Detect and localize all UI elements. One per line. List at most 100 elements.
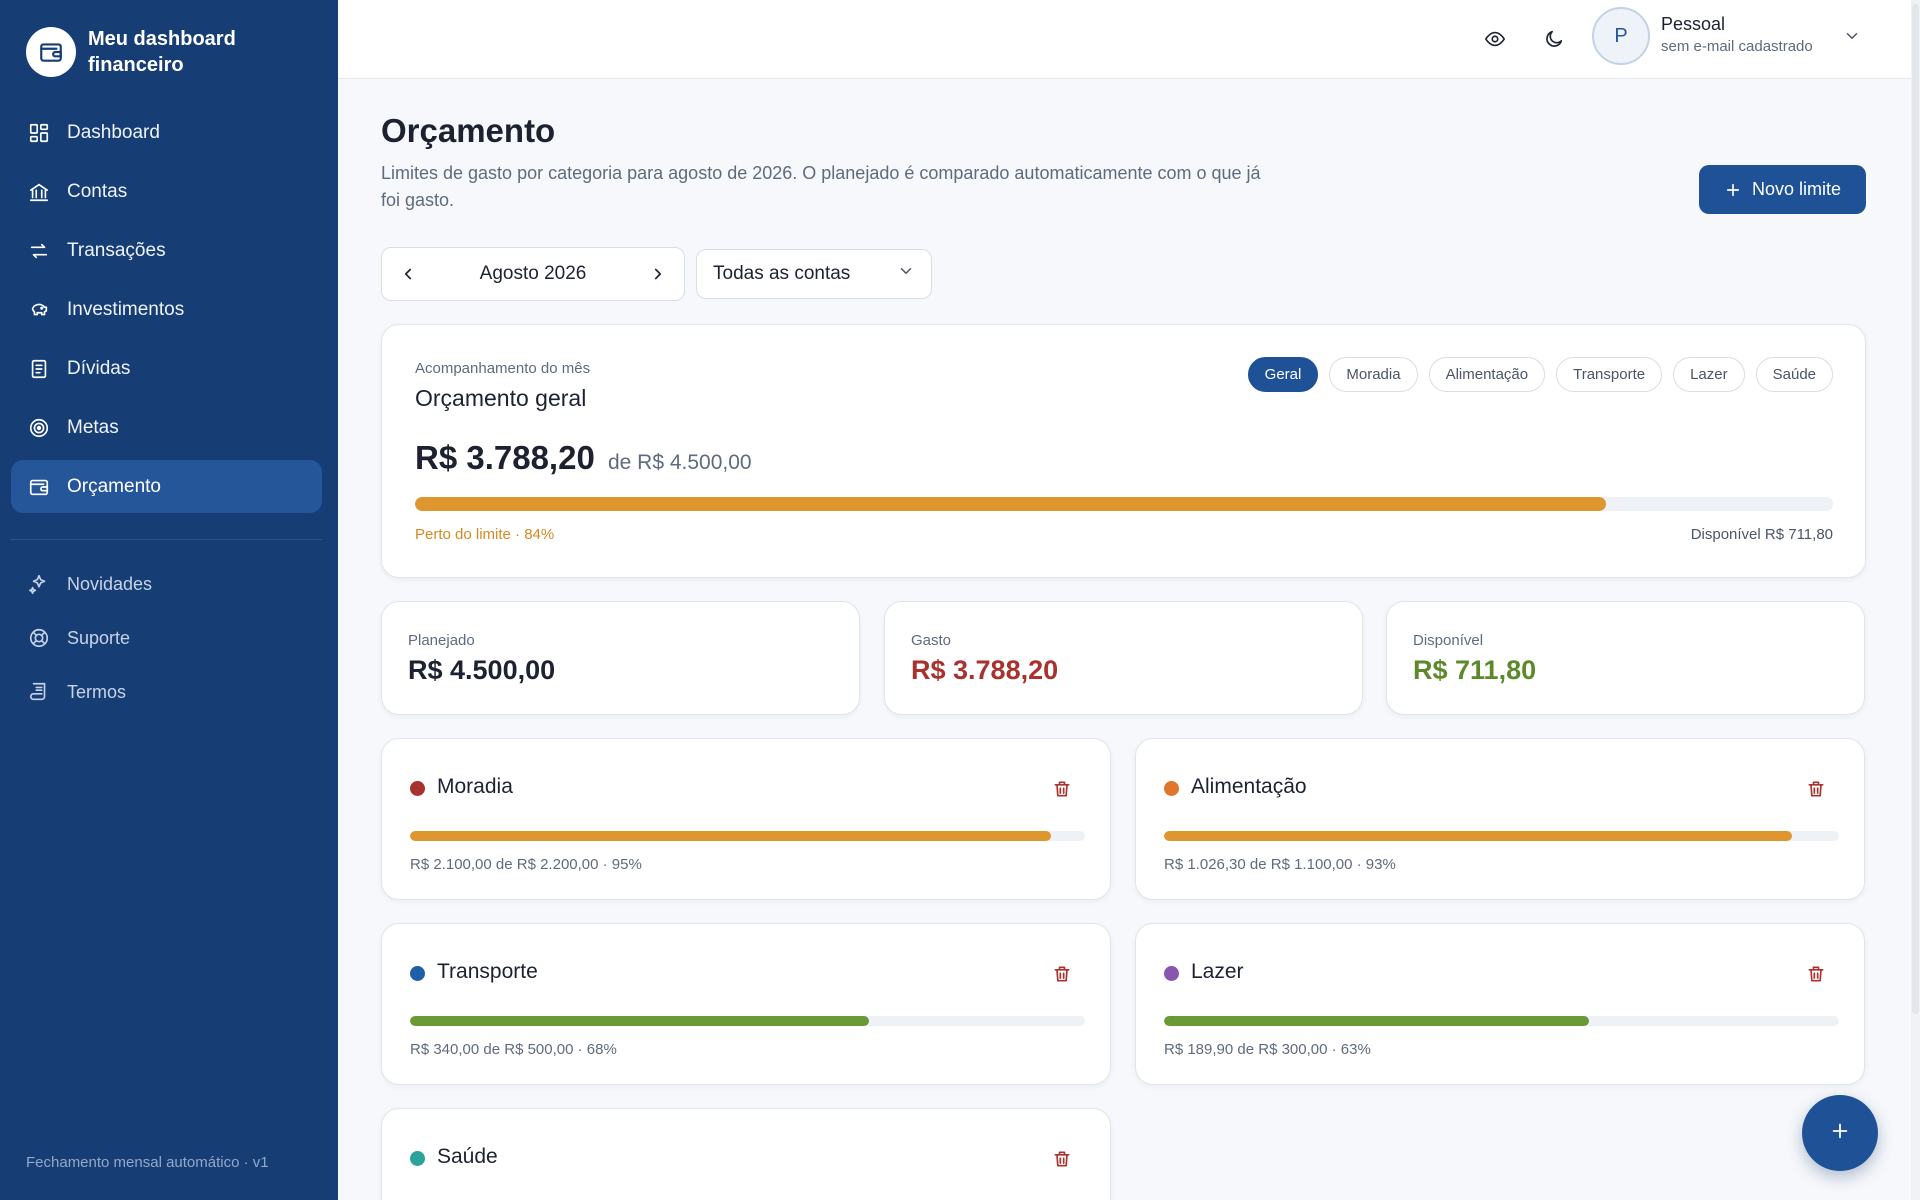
chip-saude[interactable]: Saúde xyxy=(1755,357,1833,392)
category-name: Saúde xyxy=(437,1145,498,1168)
category-card-saude: Saúde xyxy=(381,1108,1111,1200)
account-select[interactable]: Todas as contas xyxy=(696,249,932,299)
sidebar-item-label: Contas xyxy=(67,180,128,202)
trash-icon[interactable] xyxy=(1048,775,1076,803)
arrows-icon xyxy=(27,239,51,263)
sidebar-item-label: Metas xyxy=(67,416,119,438)
sidebar-item-label: Dívidas xyxy=(67,357,131,379)
chevron-left-icon[interactable] xyxy=(394,260,422,288)
category-dot xyxy=(1164,966,1179,981)
overview-progress-fill xyxy=(415,497,1607,511)
sidebar-divider xyxy=(11,539,322,540)
scroll-icon xyxy=(27,680,51,704)
summary-value: R$ 3.788,20 xyxy=(911,655,1059,685)
category-dot xyxy=(410,781,425,796)
overview-kicker: Acompanhamento do mês xyxy=(415,360,591,377)
brand-title: Meu dashboard financeiro xyxy=(88,28,236,76)
category-progress-fill xyxy=(1164,1016,1590,1026)
sidebar-item-dividas[interactable]: Dívidas xyxy=(11,342,322,395)
category-dot xyxy=(410,966,425,981)
sidebar-item-suporte[interactable]: Suporte xyxy=(11,613,322,663)
sidebar-item-label: Novidades xyxy=(67,573,153,594)
user-email: sem e-mail cadastrado xyxy=(1661,38,1813,55)
sidebar-item-orcamento[interactable]: Orçamento xyxy=(11,460,322,513)
category-progress-bar xyxy=(1164,831,1839,841)
category-chips: Geral Moradia Alimentação Transporte Laz… xyxy=(1237,357,1833,392)
category-info: R$ 1.026,30 de R$ 1.100,00 · 93% xyxy=(1164,856,1396,873)
chip-moradia[interactable]: Moradia xyxy=(1329,357,1418,392)
sidebar-item-dashboard[interactable]: Dashboard xyxy=(11,106,322,159)
chevron-right-icon[interactable] xyxy=(644,260,672,288)
trash-icon[interactable] xyxy=(1802,960,1830,988)
category-name: Alimentação xyxy=(1191,775,1307,798)
summary-value: R$ 711,80 xyxy=(1413,655,1537,685)
category-progress-bar xyxy=(1164,1016,1839,1026)
category-progress-fill xyxy=(410,831,1052,841)
chevron-down-icon[interactable] xyxy=(1840,24,1864,48)
sidebar-item-investimentos[interactable]: Investimentos xyxy=(11,283,322,336)
sidebar-item-novidades[interactable]: Novidades xyxy=(11,559,322,609)
sidebar-item-termos[interactable]: Termos xyxy=(11,667,322,717)
trash-icon[interactable] xyxy=(1802,775,1830,803)
overview-title: Orçamento geral xyxy=(415,385,587,411)
sidebar-item-contas[interactable]: Contas xyxy=(11,165,322,218)
lifebuoy-icon xyxy=(27,626,51,650)
category-card-transporte: Transporte R$ 340,00 de R$ 500,00 · 68% xyxy=(381,923,1111,1085)
overview-spent: R$ 3.788,20 xyxy=(415,439,595,476)
sidebar-item-metas[interactable]: Metas xyxy=(11,401,322,454)
overview-available: Disponível R$ 711,80 xyxy=(1690,526,1833,543)
wallet-logo-icon xyxy=(26,27,76,77)
category-name: Transporte xyxy=(437,960,538,983)
category-dot xyxy=(1164,781,1179,796)
chip-geral[interactable]: Geral xyxy=(1247,357,1319,392)
sidebar-item-label: Investimentos xyxy=(67,298,185,320)
overview-progress-bar xyxy=(415,497,1833,511)
sidebar-item-label: Transações xyxy=(67,239,166,261)
chip-lazer[interactable]: Lazer xyxy=(1673,357,1745,392)
account-select-value: Todas as contas xyxy=(713,263,851,284)
category-progress-fill xyxy=(410,1016,869,1026)
sidebar-item-transacoes[interactable]: Transações xyxy=(11,224,322,277)
chip-alimentacao[interactable]: Alimentação xyxy=(1428,357,1546,392)
chevron-down-icon xyxy=(897,262,915,286)
sidebar-item-label: Orçamento xyxy=(67,475,161,497)
moon-icon[interactable] xyxy=(1535,20,1573,58)
secondary-nav: Novidades Suporte Termos xyxy=(11,559,322,721)
category-progress-fill xyxy=(1164,831,1792,841)
plus-icon xyxy=(1724,181,1742,199)
new-limit-button[interactable]: Novo limite xyxy=(1699,165,1866,214)
chip-transporte[interactable]: Transporte xyxy=(1556,357,1663,392)
avatar[interactable]: P xyxy=(1592,7,1650,65)
page-title: Orçamento xyxy=(381,112,556,149)
trash-icon[interactable] xyxy=(1048,1145,1076,1173)
user-name[interactable]: Pessoal xyxy=(1661,14,1726,34)
summary-card-planned: Planejado R$ 4.500,00 xyxy=(381,601,860,715)
scrollbar-thumb[interactable] xyxy=(1912,4,1919,1014)
category-info: R$ 340,00 de R$ 500,00 · 68% xyxy=(410,1041,617,1058)
summary-label: Planejado xyxy=(408,632,475,649)
topbar: P Pessoal sem e-mail cadastrado xyxy=(338,0,1920,79)
overview-card: Acompanhamento do mês Orçamento geral Ge… xyxy=(381,324,1866,578)
category-progress-bar xyxy=(410,831,1085,841)
eye-icon[interactable] xyxy=(1476,20,1514,58)
sidebar-item-label: Dashboard xyxy=(67,121,160,143)
overview-status: Perto do limite · 84% xyxy=(415,526,555,543)
category-dot xyxy=(410,1151,425,1166)
fab-add-button[interactable] xyxy=(1802,1095,1878,1171)
sidebar-footer: Fechamento mensal automático · v1 xyxy=(26,1154,269,1171)
receipt-icon xyxy=(27,357,51,381)
overview-planned: de R$ 4.500,00 xyxy=(607,451,752,474)
sidebar-item-label: Suporte xyxy=(67,627,131,648)
trash-icon[interactable] xyxy=(1048,960,1076,988)
wallet-icon xyxy=(27,475,51,499)
month-picker: Agosto 2026 xyxy=(381,247,685,301)
grid-icon xyxy=(27,121,51,145)
plus-icon xyxy=(1829,1120,1851,1147)
category-name: Lazer xyxy=(1191,960,1244,983)
sidebar-item-label: Termos xyxy=(67,681,127,702)
month-label: Agosto 2026 xyxy=(479,263,587,284)
brand[interactable]: Meu dashboard financeiro xyxy=(26,26,258,78)
category-card-alimentacao: Alimentação R$ 1.026,30 de R$ 1.100,00 ·… xyxy=(1135,738,1865,900)
category-progress-bar xyxy=(410,1016,1085,1026)
sparkles-icon xyxy=(27,572,51,596)
